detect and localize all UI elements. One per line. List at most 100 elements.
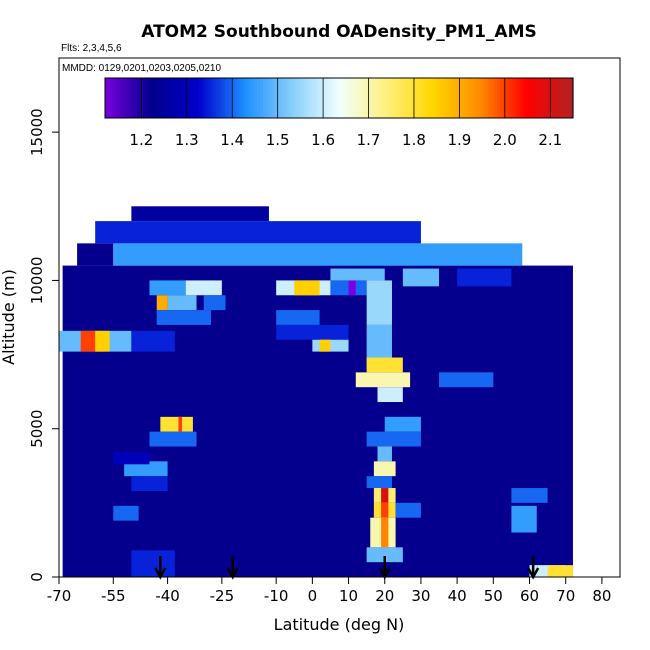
heatmap-cell: [348, 280, 356, 296]
colorbar-segment: [555, 78, 559, 118]
heatmap-cell: [203, 295, 226, 311]
colorbar-segment: [379, 78, 384, 118]
plot-frame: [58, 57, 621, 578]
heatmap-cell: [131, 330, 175, 352]
colorbar-segment: [341, 78, 346, 118]
colorbar-segment: [233, 78, 238, 118]
colorbar-segment: [470, 78, 475, 118]
colorbar-tick-label: 1.2: [129, 131, 153, 149]
colorbar-tick-label: 1.9: [447, 131, 471, 149]
colorbar-tick-label: 1.3: [175, 131, 199, 149]
heatmap-cell: [355, 372, 411, 388]
heatmap-cell: [457, 268, 512, 287]
colorbar-segment: [333, 78, 337, 118]
y-tick-label: 5000: [28, 410, 46, 448]
heatmap-cell: [113, 452, 150, 465]
colorbar-segment: [189, 78, 194, 118]
colorbar-segment: [517, 78, 521, 118]
colorbar-segment: [175, 78, 179, 118]
heatmap-cell: [373, 461, 396, 477]
colorbar-segment: [257, 78, 261, 118]
colorbar-segment: [160, 78, 165, 118]
colorbar-segment: [532, 78, 536, 118]
colorbar-segment: [377, 78, 381, 118]
colorbar-tick-label: 2.1: [538, 131, 562, 149]
colorbar-segment: [306, 78, 311, 118]
colorbar-segment: [192, 78, 197, 118]
heatmap-cell: [167, 295, 197, 311]
colorbar-segment: [347, 78, 352, 118]
colorbar-segment: [552, 78, 557, 118]
colorbar-segment: [505, 78, 510, 118]
colorbar-segment: [561, 78, 565, 118]
colorbar-segment: [520, 78, 524, 118]
colorbar-segment: [391, 78, 396, 118]
heatmap-cell: [113, 505, 139, 521]
colorbar-segment: [303, 78, 308, 118]
colorbar-segment: [447, 78, 451, 118]
colorbar-segment: [116, 78, 121, 118]
colorbar-segment: [382, 78, 387, 118]
colorbar-segment: [122, 78, 127, 118]
colorbar-segment: [105, 78, 109, 118]
colorbar-segment: [277, 78, 282, 118]
colorbar-segment: [362, 78, 366, 118]
colorbar-segment: [154, 78, 159, 118]
colorbar-segment: [289, 78, 293, 118]
colorbar-segment: [216, 78, 220, 118]
colorbar-segment: [143, 78, 147, 118]
colorbar-segment: [274, 78, 279, 118]
colorbar-segment: [286, 78, 290, 118]
heatmap-cell: [294, 280, 320, 296]
colorbar-segment: [248, 78, 252, 118]
x-tick-label: -10: [264, 587, 289, 605]
colorbar-segment: [262, 78, 267, 118]
x-tick-label: -70: [47, 587, 72, 605]
heatmap-cell: [377, 387, 403, 403]
heatmap-cell: [366, 547, 403, 563]
colorbar-segment: [280, 78, 285, 118]
dates-note: MMDD: 0129,0201,0203,0205,0210: [62, 63, 221, 74]
heatmap-cell: [381, 517, 389, 548]
colorbar-segment: [239, 78, 244, 118]
heatmap-cell: [178, 416, 183, 432]
colorbar-segment: [292, 78, 296, 118]
heatmap-cell: [131, 476, 168, 491]
colorbar-segment: [371, 78, 375, 118]
x-tick-label: 30: [411, 587, 430, 605]
colorbar-segment: [119, 78, 124, 118]
colorbar-segment: [479, 78, 483, 118]
colorbar-segment: [207, 78, 211, 118]
colorbar-segment: [558, 78, 562, 118]
colorbar-segment: [564, 78, 568, 118]
colorbar-segment: [271, 78, 276, 118]
colorbar-segment: [523, 78, 527, 118]
colorbar-segment: [260, 78, 264, 118]
colorbar-segment: [365, 78, 369, 118]
colorbar-segment: [496, 78, 501, 118]
colorbar-segment: [359, 78, 363, 118]
heatmap-cell: [366, 280, 392, 325]
heatmap-cell: [547, 565, 573, 577]
colorbar-segment: [339, 78, 343, 118]
colorbar-segment: [453, 78, 457, 118]
colorbar-segment: [213, 78, 217, 118]
heatmap-cell: [381, 502, 389, 518]
colorbar-segment: [324, 78, 328, 118]
colorbar-segment: [491, 78, 495, 118]
colorbar-tick-label: 1.5: [266, 131, 290, 149]
colorbar-segment: [163, 78, 168, 118]
colorbar-tick-label: 1.4: [220, 131, 244, 149]
colorbar-segment: [222, 78, 226, 118]
colorbar-segment: [336, 78, 340, 118]
x-tick-label: 80: [592, 587, 611, 605]
colorbar-segment: [251, 78, 255, 118]
colorbar-segment: [148, 78, 153, 118]
colorbar-segment: [350, 78, 355, 118]
colorbar-segment: [409, 78, 413, 118]
colorbar-segment: [444, 78, 448, 118]
colorbar-segment: [268, 78, 273, 118]
plot-area: [59, 206, 573, 577]
colorbar-segment: [128, 78, 132, 118]
colorbar-segment: [327, 78, 331, 118]
